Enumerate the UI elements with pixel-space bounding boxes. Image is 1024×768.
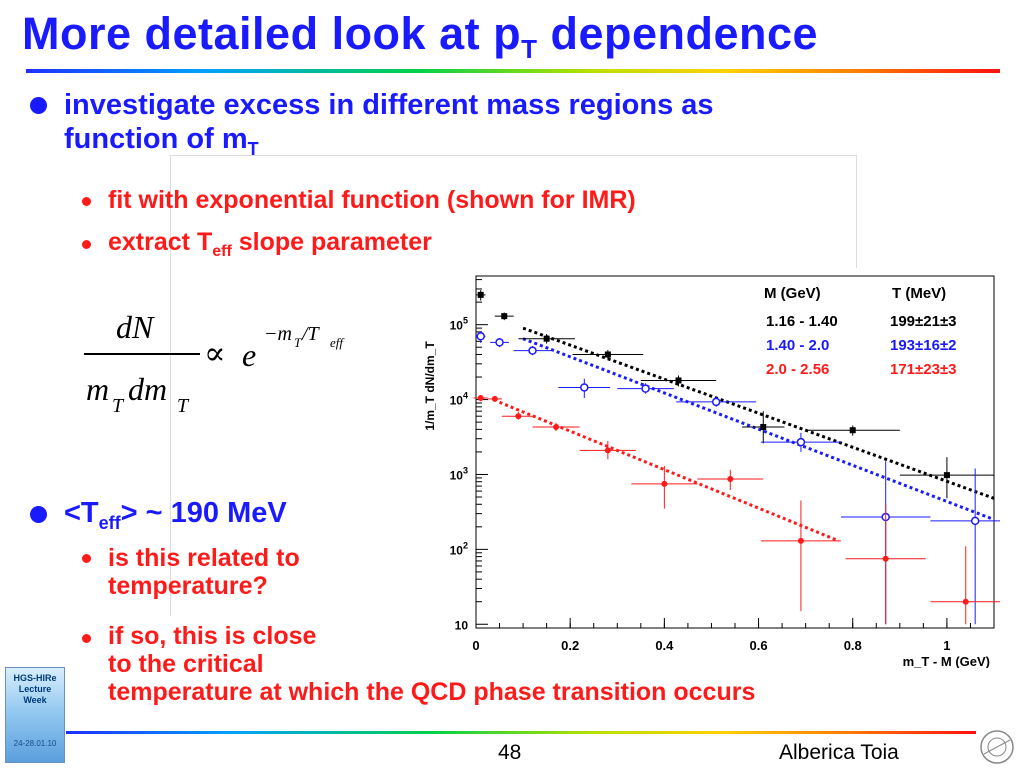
bullet-text: temperature at which the QCD phase trans… — [108, 678, 756, 706]
formula-base: e — [242, 337, 256, 373]
bullet-dot — [82, 240, 91, 249]
bullet-dot — [82, 554, 91, 563]
data-point — [477, 394, 484, 401]
formula-exp-sub: T — [294, 335, 302, 350]
plot-background — [414, 268, 1000, 668]
bullet-text: to the critical — [108, 650, 264, 678]
author-name: Alberica Toia — [779, 741, 899, 764]
mt-spectrum-plot: 0 0.2 0.4 0.6 0.8 1 10 102 103 104 105 m_T - M (Ge… — [414, 268, 1020, 669]
data-point — [543, 335, 550, 342]
x-tick-label: 0.2 — [561, 638, 579, 653]
legend-mass-range: 1.16 - 1.40 — [766, 313, 838, 330]
title-main: More detailed look at p — [22, 8, 522, 59]
title-rest: dependence — [537, 8, 819, 59]
data-point — [604, 351, 611, 358]
data-point — [477, 291, 484, 298]
logo-date: 24-28.01.10 — [13, 739, 57, 748]
data-point — [476, 332, 485, 341]
bullet-text: investigate excess in different mass reg… — [64, 89, 714, 121]
data-point — [553, 424, 560, 431]
y-tick-label: 10 — [455, 618, 469, 632]
formula-den-sub: T — [112, 395, 125, 417]
x-tick-label: 0 — [472, 638, 479, 653]
data-point — [760, 424, 767, 431]
y-tick-label: 104 — [450, 391, 468, 408]
data-point — [515, 413, 522, 420]
x-tick-label: 0.4 — [655, 638, 674, 653]
data-point — [661, 480, 668, 487]
slide-title: More detailed look at pT dependence — [22, 8, 818, 65]
data-point — [501, 313, 508, 320]
legend-temperature: 199±21±3 — [890, 313, 957, 330]
lecture-week-logo: HGS-HIRe Lecture Week 24-28.01.10 — [5, 667, 65, 763]
fit-line — [522, 337, 995, 521]
chart-svg: 0 0.2 0.4 0.6 0.8 1 10 102 103 104 105 m_T - M (Ge… — [414, 268, 1020, 669]
legend-temperature: 171±23±3 — [890, 361, 957, 378]
y-tick-label: 102 — [450, 540, 468, 557]
bullet-text: function of mT — [64, 123, 259, 159]
data-point — [604, 447, 611, 454]
cern-logo-icon — [980, 730, 1014, 764]
bullet-critical: if so, this is close to the critical tem… — [108, 622, 755, 706]
formula-numerator: dN — [116, 309, 155, 345]
bullet-related: is this related to temperature? — [108, 544, 300, 600]
legend-header-temperature: T (MeV) — [892, 285, 946, 302]
legend-mass-range: 1.40 - 2.0 — [766, 337, 829, 354]
y-tick-label: 105 — [450, 316, 468, 333]
y-tick-label: 103 — [450, 465, 468, 482]
data-point — [641, 384, 650, 393]
legend-header-mass: M (GeV) — [764, 285, 821, 302]
title-underline — [26, 69, 1000, 73]
footer-line — [66, 731, 976, 734]
formula-svg: dN m T dm T ∝ e −m T /T eff — [84, 309, 345, 417]
y-axis-label: 1/m_T dN/dm_T — [423, 341, 437, 431]
formula-den-m: m — [86, 371, 109, 407]
title-sub: T — [521, 34, 538, 64]
slope-formula: dN m T dm T ∝ e −m T /T eff — [80, 296, 380, 436]
bullet-extract: extract Teff slope parameter — [108, 228, 432, 260]
page-number: 48 — [498, 741, 522, 764]
formula-den-dm: dm — [128, 371, 167, 407]
data-point — [962, 598, 969, 605]
bullet-dot — [82, 197, 91, 206]
data-point — [849, 427, 856, 434]
data-point — [727, 475, 734, 482]
bullet-text: is this related to — [108, 544, 300, 572]
data-point — [711, 397, 721, 407]
data-point — [495, 338, 504, 347]
legend-mass-range: 2.0 - 2.56 — [766, 361, 829, 378]
logo-text: HGS-HIRe Lecture Week — [13, 673, 57, 705]
x-tick-label: 0.6 — [750, 638, 768, 653]
bullet-fit: fit with exponential function (shown for… — [108, 186, 636, 214]
formula-exp-sub2: eff — [330, 335, 345, 350]
bullet-dot — [82, 634, 91, 643]
x-tick-label: 0.8 — [844, 638, 862, 653]
bullet-text: temperature? — [108, 572, 268, 600]
data-point — [882, 555, 889, 562]
x-tick-label: 1 — [943, 638, 950, 653]
formula-exp-slash: /T — [301, 323, 321, 345]
data-point — [797, 537, 804, 544]
data-point — [491, 395, 498, 402]
data-point — [528, 346, 537, 355]
bullet-dot — [30, 97, 47, 114]
data-point — [943, 472, 950, 479]
bullet-investigate: investigate excess in different mass reg… — [64, 88, 714, 166]
formula-exp: −m — [264, 323, 292, 345]
data-point — [675, 377, 682, 384]
x-axis-label: m_T - M (GeV) — [903, 654, 990, 668]
data-point — [796, 437, 806, 447]
bullet-text: if so, this is close — [108, 622, 317, 650]
bullet-dot — [30, 506, 47, 523]
legend-temperature: 193±16±2 — [890, 337, 957, 354]
data-point — [970, 516, 980, 526]
formula-den-sub: T — [177, 395, 190, 417]
data-point — [580, 383, 589, 392]
formula-prop: ∝ — [204, 334, 226, 372]
bullet-teff: <Teff> ~ 190 MeV — [64, 497, 287, 533]
